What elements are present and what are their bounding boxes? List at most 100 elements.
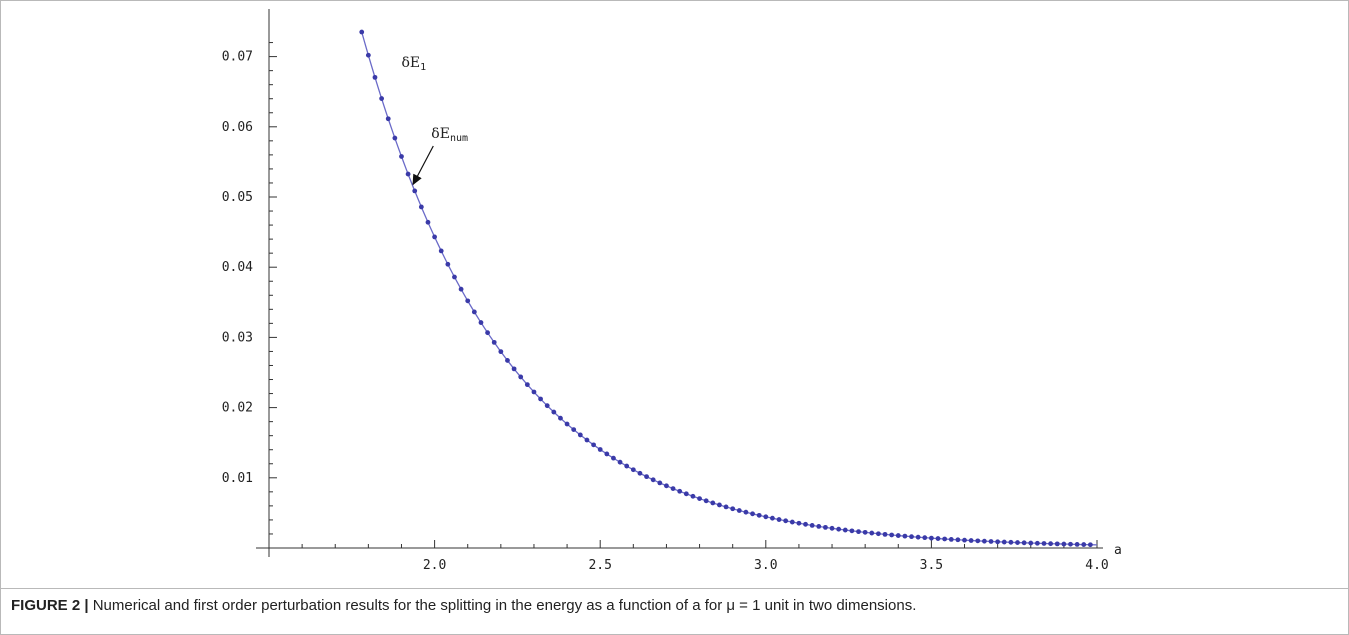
annotation-delta-enum: δEnum <box>431 126 468 144</box>
data-point <box>876 531 881 537</box>
data-point <box>584 437 590 443</box>
data-point <box>531 389 537 395</box>
data-point <box>1074 542 1080 547</box>
y-tick-label: 0.03 <box>222 330 253 345</box>
data-point <box>942 536 948 542</box>
data-point <box>485 330 490 336</box>
data-point <box>1054 541 1060 547</box>
data-point <box>571 427 577 432</box>
caption-label: FIGURE 2 | <box>11 597 89 614</box>
data-point <box>789 519 795 525</box>
data-point <box>452 274 457 280</box>
data-point <box>365 52 371 58</box>
data-point <box>604 451 610 457</box>
data-point <box>869 530 875 536</box>
data-point <box>1061 541 1067 547</box>
data-point <box>1041 541 1047 546</box>
data-point <box>909 534 914 540</box>
data-point <box>471 309 477 315</box>
data-point <box>975 538 981 544</box>
data-point <box>895 533 901 538</box>
series-line-delta-e1 <box>361 31 1098 546</box>
data-point <box>929 535 934 541</box>
data-point <box>995 539 1001 545</box>
axes-group: 2.0 2.5 3.0 3.5 4.0 0.01 0.02 0.03 0.04 0.05 0.06 0… <box>222 9 1122 573</box>
data-point <box>505 358 510 363</box>
x-axis-label: a <box>1114 543 1122 558</box>
data-point <box>829 525 835 531</box>
series-group <box>359 29 1098 548</box>
data-point <box>981 538 987 544</box>
data-point <box>524 382 530 388</box>
data-point <box>809 523 815 528</box>
data-point <box>683 491 689 497</box>
data-point <box>723 504 729 510</box>
data-point <box>538 396 543 402</box>
data-point <box>988 539 994 544</box>
data-point <box>617 459 623 465</box>
data-point <box>730 506 736 512</box>
data-point <box>922 535 928 541</box>
data-point <box>677 488 683 494</box>
y-tick-label: 0.04 <box>222 260 253 275</box>
data-point <box>511 366 517 372</box>
y-tick-label: 0.01 <box>222 471 253 486</box>
data-point <box>491 339 497 345</box>
data-point <box>379 96 385 101</box>
data-point <box>518 374 524 380</box>
data-point <box>690 493 696 499</box>
data-point <box>551 409 557 415</box>
data-point <box>564 421 570 427</box>
annotation-arrow <box>412 145 434 186</box>
data-point <box>1034 540 1040 546</box>
x-tick-label: 2.0 <box>423 558 446 573</box>
data-point <box>465 298 471 304</box>
y-tick-label: 0.05 <box>222 190 253 205</box>
data-point <box>968 538 974 543</box>
data-point <box>935 536 941 541</box>
data-point <box>558 415 563 421</box>
data-point <box>849 528 855 534</box>
data-point <box>836 526 842 532</box>
data-point <box>1048 541 1054 547</box>
data-point <box>591 442 596 448</box>
data-point <box>597 447 603 452</box>
data-point <box>405 171 411 177</box>
data-point <box>1068 541 1073 547</box>
data-point <box>577 432 583 438</box>
data-point <box>1081 542 1087 547</box>
x-tick-label: 2.5 <box>588 558 611 573</box>
data-point <box>915 534 921 540</box>
data-point <box>763 514 769 520</box>
data-point <box>1008 539 1014 545</box>
data-point <box>385 116 391 122</box>
data-point <box>1028 540 1034 546</box>
data-point <box>611 455 616 461</box>
data-point <box>955 537 961 543</box>
data-point <box>399 154 404 159</box>
data-point <box>412 188 418 194</box>
data-point <box>862 529 868 535</box>
data-point <box>372 74 378 80</box>
data-point <box>856 529 861 535</box>
annotations-group: δE1 δEnum <box>401 55 468 186</box>
annotation-delta-e1: δE1 <box>401 55 426 73</box>
data-point <box>962 537 967 543</box>
figure-caption: FIGURE 2 | Numerical and first order per… <box>1 588 1348 614</box>
data-point <box>1001 539 1007 545</box>
data-point <box>756 512 762 518</box>
x-tick-label: 3.0 <box>754 558 777 573</box>
data-point <box>425 219 431 225</box>
data-point <box>750 511 755 517</box>
data-point <box>630 467 636 473</box>
data-point <box>842 527 848 533</box>
data-point <box>664 483 669 489</box>
x-tick-label: 3.5 <box>920 558 943 573</box>
data-point <box>948 537 954 542</box>
caption-text: Numerical and first order perturbation r… <box>92 597 917 614</box>
y-tick-label: 0.07 <box>222 50 253 65</box>
data-point <box>823 524 828 530</box>
data-point <box>478 320 484 325</box>
data-point <box>650 477 656 483</box>
